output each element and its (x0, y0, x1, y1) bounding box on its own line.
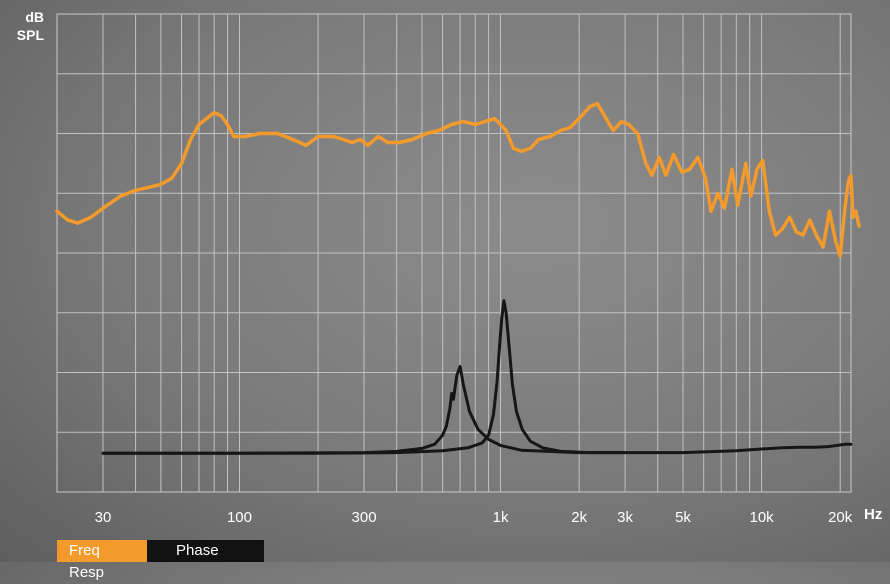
x-tick-label: 5k (675, 509, 691, 526)
x-tick-label: 100 (227, 509, 252, 526)
x-tick-label: 20k (828, 509, 853, 526)
chart-tabs: Freq Resp Phase (57, 540, 264, 581)
chart-grid (56, 13, 852, 493)
x-tick-label: 30 (95, 509, 112, 526)
series-line-3 (101, 299, 627, 455)
y-axis-label-db: dB (25, 9, 44, 25)
x-axis-unit-label: Hz (864, 506, 883, 523)
x-tick-label: 1k (493, 509, 509, 526)
y-axis-label: dB SPL (4, 8, 44, 44)
frequency-response-chart: 30 100 300 1k 2k 3k 5k 10k 20k (55, 13, 861, 526)
x-tick-label: 10k (750, 509, 775, 526)
x-tick-label: 3k (617, 509, 633, 526)
x-tick-labels: 30 100 300 1k 2k 3k 5k 10k 20k (95, 509, 853, 526)
series-line-2 (101, 365, 853, 455)
tab-freq-resp[interactable]: Freq Resp (57, 540, 147, 581)
chart-series (55, 101, 861, 455)
tab-phase[interactable]: Phase (147, 540, 264, 562)
y-axis-label-spl: SPL (16, 27, 44, 43)
x-tick-label: 2k (571, 509, 587, 526)
series-line-1 (55, 101, 861, 258)
x-tick-label: 300 (352, 509, 377, 526)
